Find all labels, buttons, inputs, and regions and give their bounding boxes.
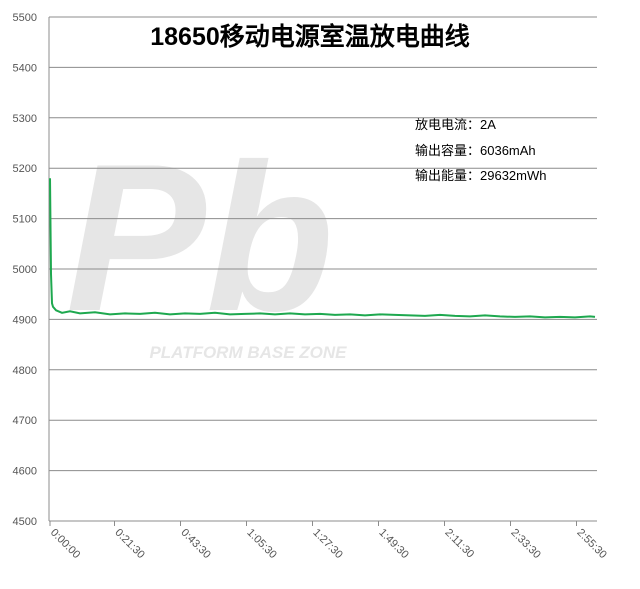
- annotation: 输出能量：29632mWh: [415, 168, 546, 183]
- y-tick-label: 4700: [13, 415, 37, 427]
- chart-title: 18650移动电源室温放电曲线: [150, 22, 470, 51]
- y-tick-label: 4900: [13, 314, 37, 326]
- x-tick-label: 1:27:30: [310, 527, 344, 561]
- x-tick-label: 1:49:30: [376, 527, 410, 561]
- annotation: 输出容量：6036mAh: [415, 143, 536, 158]
- y-tick-label: 5100: [13, 214, 37, 226]
- x-tick-label: 0:21:30: [112, 527, 146, 561]
- x-tick-label: 2:33:30: [508, 527, 542, 561]
- x-tick-label: 1:05:30: [244, 527, 278, 561]
- y-tick-label: 5500: [13, 12, 37, 24]
- x-tick-label: 2:55:30: [574, 527, 608, 561]
- y-tick-label: 4500: [13, 516, 37, 528]
- y-tick-label: 5300: [13, 113, 37, 125]
- y-tick-label: 5400: [13, 62, 37, 74]
- watermark-logo: Pb: [66, 120, 334, 355]
- y-tick-label: 5200: [13, 163, 37, 175]
- x-tick-label: 2:11:30: [442, 527, 476, 561]
- data-line: [49, 178, 596, 319]
- y-tick-label: 5000: [13, 264, 37, 276]
- y-tick-label: 4800: [13, 365, 37, 377]
- annotation: 放电电流：2A: [415, 117, 496, 132]
- x-tick-label: 0:00:00: [48, 527, 82, 561]
- y-tick-label: 4600: [13, 466, 37, 478]
- x-tick-label: 0:43:30: [178, 527, 212, 561]
- watermark-text: PLATFORM BASE ZONE: [149, 343, 347, 362]
